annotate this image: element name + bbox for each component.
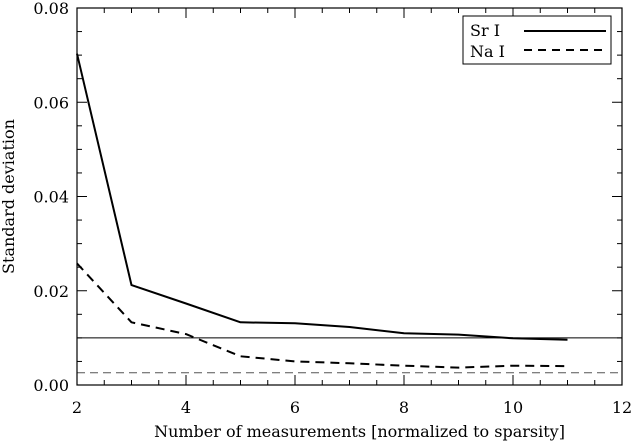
x-axis-title: Number of measurements [normalized to sp…: [154, 422, 565, 441]
legend-label-na-i: Na I: [470, 42, 505, 61]
y-tick-label: 0.02: [33, 282, 69, 301]
reference-lines: [77, 337, 622, 374]
series-line-sr-i: [76, 53, 568, 341]
x-axis-ticks: 2 4 6 8 10 12: [72, 8, 632, 417]
x-tick-label: 12: [612, 398, 632, 417]
y-tick-label: 0.06: [33, 93, 69, 112]
series-line-na-i: [76, 262, 568, 369]
x-tick-label: 2: [72, 398, 82, 417]
y-axis-ticks: 0.00 0.02 0.04 0.06 0.08: [33, 0, 622, 395]
legend-box: [462, 15, 612, 65]
y-tick-label: 0.08: [33, 0, 69, 18]
plot-area-frame: [76, 7, 623, 386]
y-axis-title: Standard deviation: [0, 119, 18, 274]
data-series: [76, 53, 568, 369]
x-tick-label: 6: [290, 398, 300, 417]
x-tick-label: 4: [181, 398, 191, 417]
legend: Sr I Na I: [462, 15, 612, 65]
y-tick-label: 0.00: [33, 376, 69, 395]
x-tick-label: 8: [399, 398, 409, 417]
legend-label-sr-i: Sr I: [470, 21, 500, 40]
x-tick-label: 10: [503, 398, 523, 417]
y-tick-label: 0.04: [33, 188, 69, 207]
